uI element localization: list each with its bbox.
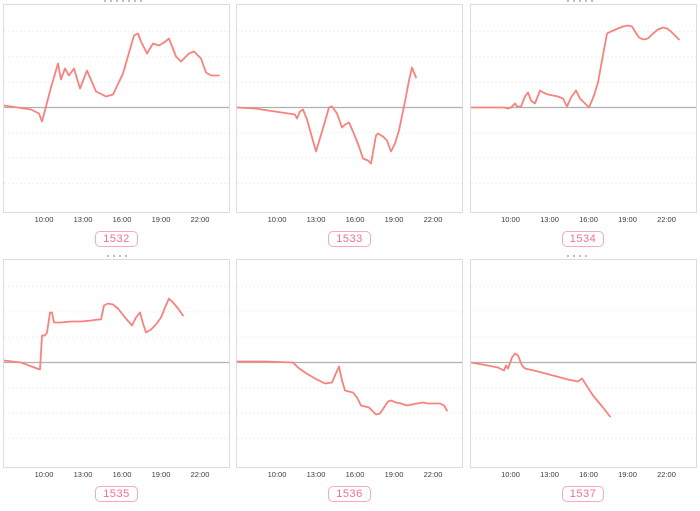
chart-cell-1535: 10:00 13:00 16:00 19:00 22:00 1535 <box>0 255 233 510</box>
x-tick-label: 16:00 <box>345 470 365 479</box>
clipped-title-fragment <box>107 255 127 257</box>
x-axis-ticks: 10:00 13:00 16:00 19:00 22:00 <box>236 213 463 226</box>
x-tick-label: 13:00 <box>73 215 93 224</box>
x-axis-ticks: 10:00 13:00 16:00 19:00 22:00 <box>470 468 697 481</box>
x-tick-label: 19:00 <box>384 470 404 479</box>
x-axis-ticks: 10:00 13:00 16:00 19:00 22:00 <box>3 468 230 481</box>
chart-id-badge[interactable]: 1534 <box>561 231 605 247</box>
clipped-title-fragment <box>104 0 142 2</box>
x-tick-label: 16:00 <box>345 215 365 224</box>
chart-cell-1536: 10:00 13:00 16:00 19:00 22:00 1536 <box>233 255 466 510</box>
x-tick-label: 19:00 <box>384 215 404 224</box>
line-chart-canvas <box>4 31 229 184</box>
x-tick-label: 22:00 <box>190 470 210 479</box>
chart-cell-1532: 10:00 13:00 16:00 19:00 22:00 1532 <box>0 0 233 255</box>
sparkline-chart-1537 <box>469 259 697 468</box>
clipped-title-fragment <box>567 255 591 257</box>
chart-id-badge[interactable]: 1532 <box>95 231 138 247</box>
x-tick-label: 19:00 <box>618 215 637 224</box>
x-tick-label: 19:00 <box>618 470 637 479</box>
x-axis-ticks: 10:00 13:00 16:00 19:00 22:00 <box>470 213 697 226</box>
badge-wrap: 1533 <box>233 229 466 247</box>
chart-id-badge[interactable]: 1537 <box>561 486 605 502</box>
badge-wrap: 1534 <box>466 229 700 247</box>
chart-cell-1533: 10:00 13:00 16:00 19:00 22:00 1533 <box>233 0 466 255</box>
chart-cell-1534: 10:00 13:00 16:00 19:00 22:00 1534 <box>466 0 700 255</box>
line-chart-canvas <box>237 31 462 184</box>
x-tick-label: 16:00 <box>112 470 132 479</box>
x-tick-label: 22:00 <box>423 215 443 224</box>
sparkline-chart-1535 <box>3 259 230 468</box>
x-tick-label: 19:00 <box>151 470 171 479</box>
x-tick-label: 10:00 <box>267 470 287 479</box>
x-tick-label: 10:00 <box>34 470 54 479</box>
sparkline-chart-1536 <box>236 259 463 468</box>
line-chart-canvas <box>470 286 696 439</box>
x-tick-label: 10:00 <box>267 215 287 224</box>
sparkline-chart-1533 <box>236 4 463 213</box>
x-tick-label: 13:00 <box>306 470 326 479</box>
x-tick-label: 16:00 <box>579 215 598 224</box>
chart-cell-1537: 10:00 13:00 16:00 19:00 22:00 1537 <box>466 255 700 510</box>
badge-wrap: 1537 <box>466 484 700 502</box>
x-tick-label: 13:00 <box>306 215 326 224</box>
x-tick-label: 10:00 <box>501 215 520 224</box>
x-tick-label: 10:00 <box>501 470 520 479</box>
x-tick-label: 13:00 <box>540 470 559 479</box>
x-tick-label: 22:00 <box>657 215 676 224</box>
sparkline-chart-1534 <box>469 4 697 213</box>
clipped-title-fragment <box>567 0 593 2</box>
sparkline-chart-1532 <box>3 4 230 213</box>
x-axis-ticks: 10:00 13:00 16:00 19:00 22:00 <box>236 468 463 481</box>
chart-id-badge[interactable]: 1533 <box>328 231 371 247</box>
badge-wrap: 1536 <box>233 484 466 502</box>
badge-wrap: 1532 <box>0 229 233 247</box>
x-tick-label: 13:00 <box>73 470 93 479</box>
x-tick-label: 22:00 <box>423 470 443 479</box>
x-tick-label: 10:00 <box>34 215 54 224</box>
x-axis-ticks: 10:00 13:00 16:00 19:00 22:00 <box>3 213 230 226</box>
x-tick-label: 16:00 <box>112 215 132 224</box>
x-tick-label: 16:00 <box>579 470 598 479</box>
line-chart-canvas <box>237 286 462 439</box>
chart-id-badge[interactable]: 1536 <box>328 486 371 502</box>
x-tick-label: 13:00 <box>540 215 559 224</box>
x-tick-label: 22:00 <box>190 215 210 224</box>
chart-id-badge[interactable]: 1535 <box>95 486 138 502</box>
x-tick-label: 19:00 <box>151 215 171 224</box>
line-chart-canvas <box>4 286 229 439</box>
x-tick-label: 22:00 <box>657 470 676 479</box>
badge-wrap: 1535 <box>0 484 233 502</box>
line-chart-canvas <box>470 24 696 184</box>
